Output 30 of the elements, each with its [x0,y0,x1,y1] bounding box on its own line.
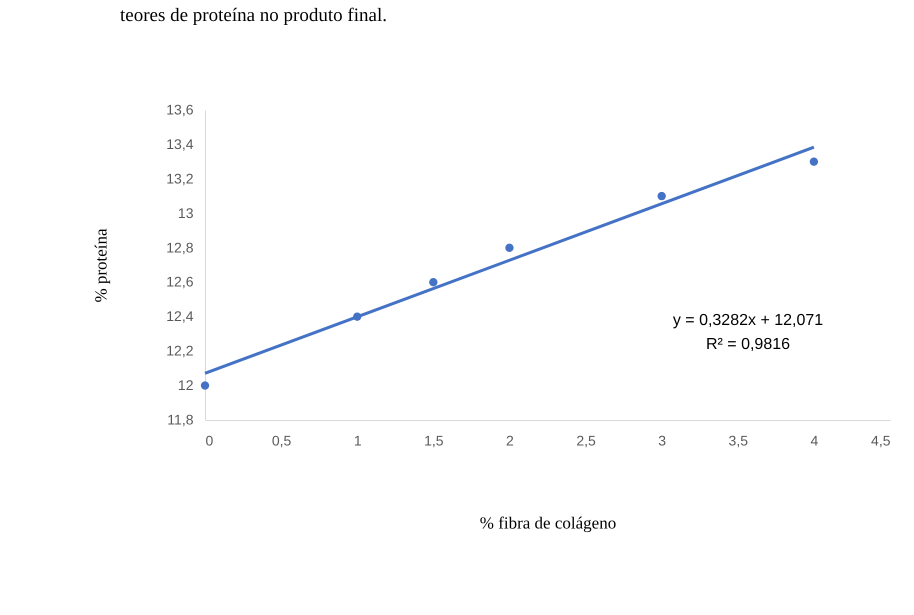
y-tick-label: 13,4 [166,136,194,152]
annotation: R² = 0,9816 [706,336,790,353]
x-tick-label: 0,5 [272,432,292,448]
y-tick-label: 11,8 [167,412,194,428]
x-tick-label: 4,5 [871,432,891,448]
y-tick-label: 13 [178,204,194,221]
annotation: y = 0,3282x + 12,071 [672,312,824,329]
point [429,278,438,286]
x-tick-label: 4 [810,432,818,448]
x-tick-label: 1 [354,432,362,448]
point [657,192,666,200]
y-tick-label: 12 [178,377,194,394]
x-axis-title: % fibra de colágeno [480,514,616,532]
y-tick-label: 12,8 [166,239,194,256]
x-tick-label: 3 [658,432,666,448]
x-tick-label: 0 [206,432,214,448]
point [810,157,818,166]
x-tick-label: 1,5 [424,432,444,448]
y-tick-label: 13,6 [166,102,194,118]
x-tick-label: 2 [506,432,514,448]
y-tick-label: 12,6 [166,274,194,290]
y-axis-title: % proteína [92,228,110,303]
point [505,244,514,252]
y-tick-label: 12,2 [166,342,194,359]
point [200,381,210,390]
chart-title: teores de proteína no produto final. [120,5,387,26]
x-tick-label: 2,5 [576,432,596,448]
x-tick-label: 3,5 [728,432,748,448]
y-tick-label: 12,4 [166,308,194,324]
y-tick-label: 13,2 [166,170,194,186]
